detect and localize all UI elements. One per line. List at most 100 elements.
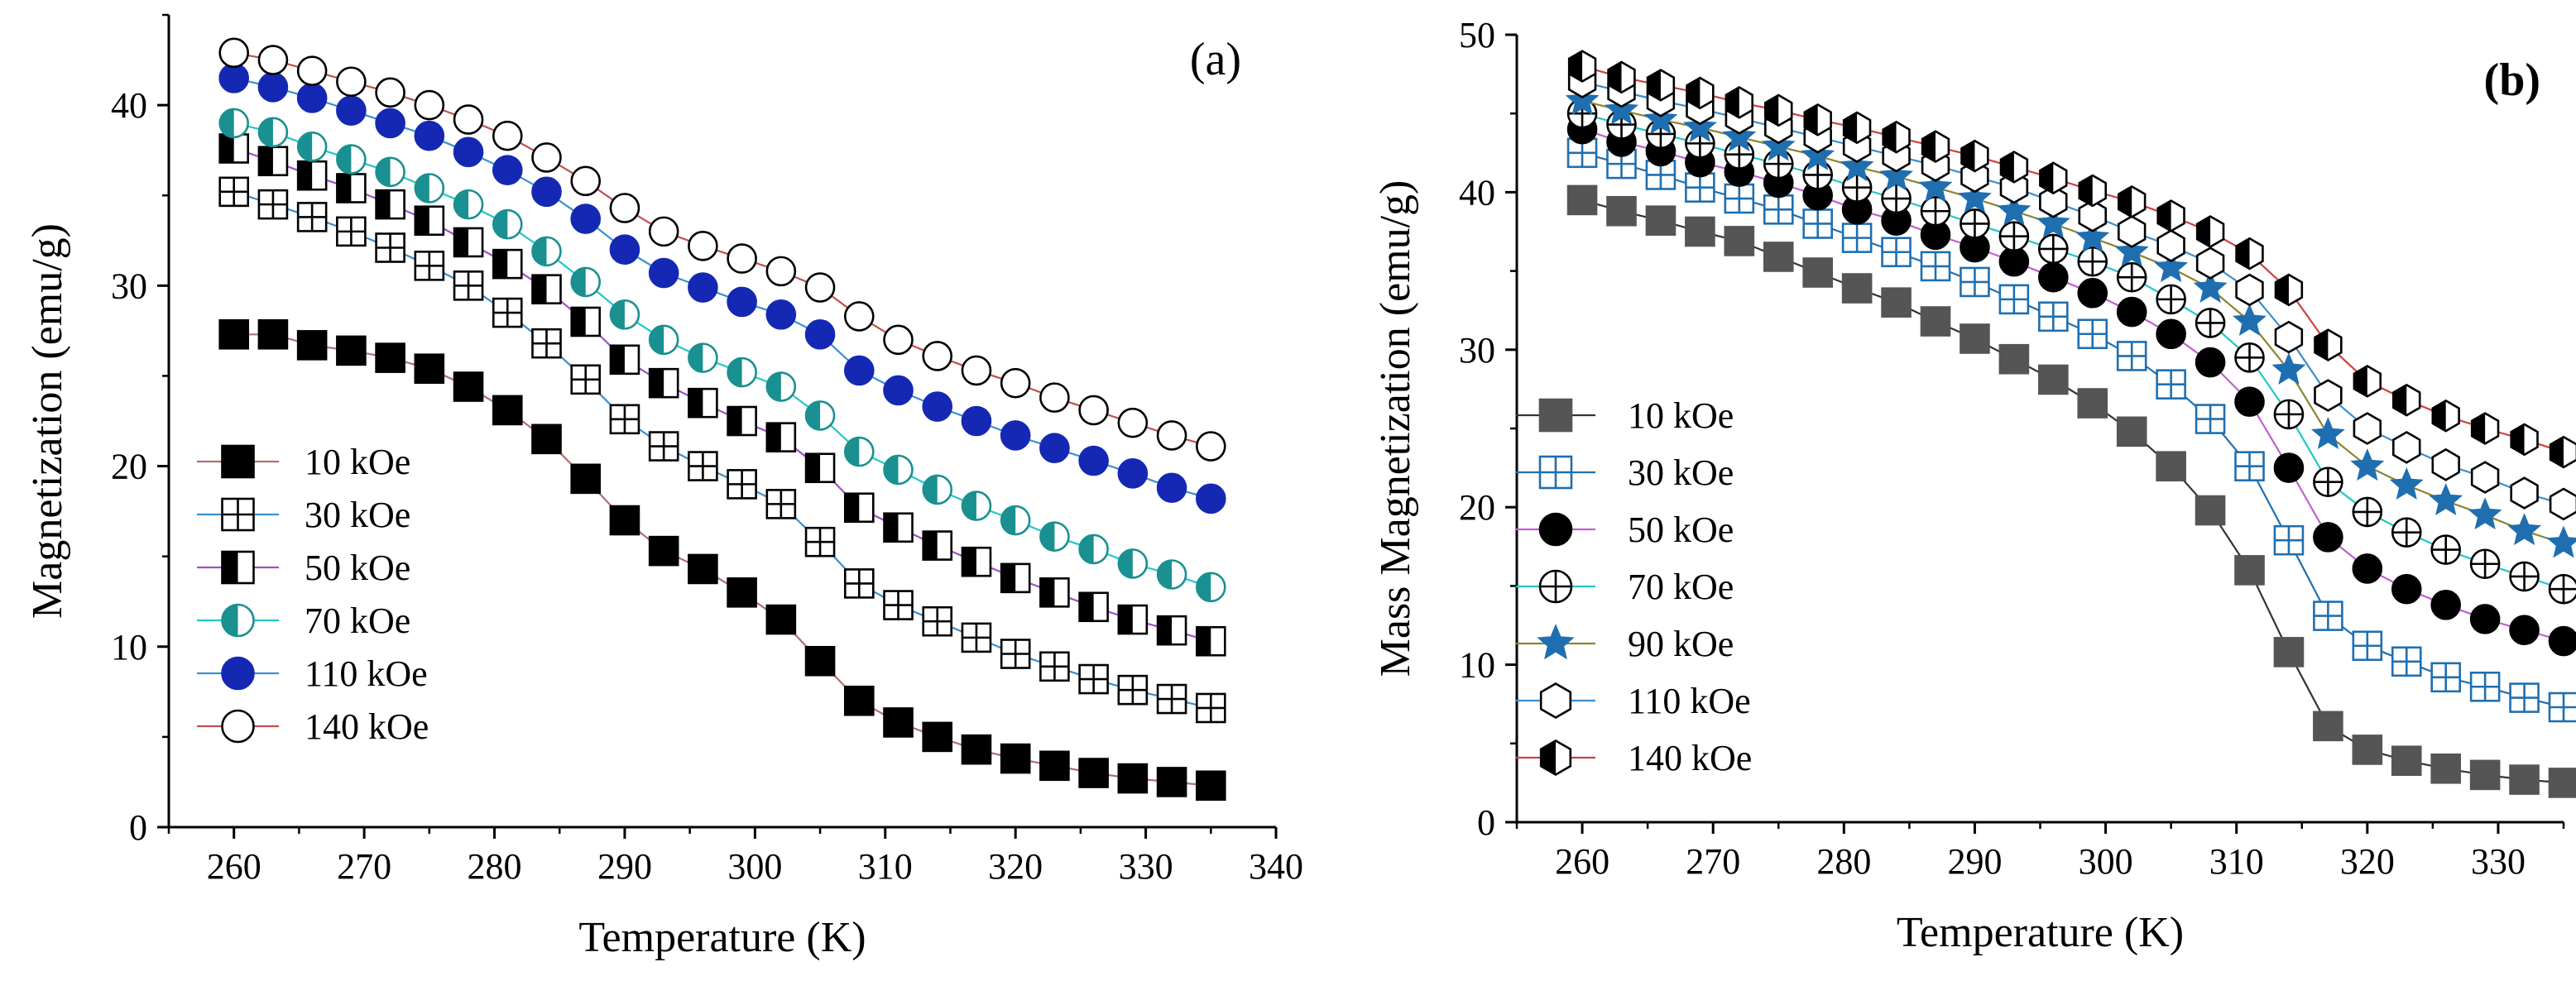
data-point bbox=[2114, 234, 2149, 267]
data-point bbox=[961, 622, 992, 653]
data-point bbox=[296, 83, 328, 113]
legend-marker bbox=[221, 656, 255, 691]
data-point bbox=[336, 95, 367, 126]
data-point bbox=[922, 605, 953, 637]
data-point bbox=[1078, 663, 1109, 695]
data-point bbox=[922, 721, 953, 753]
data-point bbox=[218, 108, 250, 139]
data-point bbox=[765, 371, 797, 402]
data-point bbox=[453, 227, 484, 258]
data-point bbox=[609, 344, 640, 376]
data-point bbox=[961, 355, 992, 386]
data-point bbox=[296, 55, 328, 86]
data-point bbox=[1000, 367, 1031, 399]
data-point bbox=[765, 299, 797, 330]
y-tick-label: 50 bbox=[1459, 15, 1495, 55]
data-point bbox=[1841, 172, 1873, 203]
y-tick-label: 0 bbox=[129, 807, 147, 848]
data-point bbox=[2391, 517, 2422, 548]
data-point bbox=[336, 173, 367, 203]
data-point bbox=[2546, 525, 2576, 558]
x-tick-label: 340 bbox=[1249, 846, 1303, 887]
legend-label: 140 kOe bbox=[305, 706, 429, 747]
data-point bbox=[570, 203, 602, 234]
data-point bbox=[1605, 92, 1638, 125]
data-point bbox=[2156, 451, 2186, 481]
data-point bbox=[1156, 615, 1187, 646]
data-point bbox=[492, 248, 523, 280]
data-point bbox=[2271, 352, 2306, 385]
legend-marker bbox=[221, 497, 255, 532]
legend-label: 30 kOe bbox=[305, 495, 410, 535]
data-point bbox=[2274, 320, 2304, 354]
data-point bbox=[1567, 50, 1597, 83]
data-point bbox=[2469, 548, 2501, 580]
series-10-koe bbox=[218, 318, 1226, 802]
series-110-koe bbox=[1567, 65, 2576, 521]
x-tick-label: 300 bbox=[727, 846, 782, 887]
data-point bbox=[453, 104, 484, 135]
data-point bbox=[2507, 513, 2542, 546]
data-point bbox=[2350, 448, 2385, 481]
data-point bbox=[2313, 711, 2343, 742]
series-70-koe bbox=[1566, 98, 2576, 605]
data-point bbox=[961, 734, 992, 765]
data-point bbox=[1156, 420, 1187, 451]
data-point bbox=[843, 685, 875, 716]
data-point bbox=[1078, 758, 1109, 788]
data-point bbox=[2038, 233, 2069, 265]
data-point bbox=[648, 324, 679, 356]
data-point bbox=[609, 234, 640, 265]
data-point bbox=[1801, 138, 1835, 170]
x-tick-label: 300 bbox=[2079, 841, 2133, 882]
legend-item: 50 kOe bbox=[197, 548, 410, 588]
data-point bbox=[336, 66, 367, 98]
data-point bbox=[765, 422, 797, 452]
data-point bbox=[414, 251, 445, 281]
data-point bbox=[1960, 266, 1990, 298]
data-point bbox=[2509, 561, 2540, 592]
legend-label: 10 kOe bbox=[305, 442, 410, 482]
legend-item: 30 kOe bbox=[1516, 452, 1734, 493]
data-point bbox=[218, 37, 250, 69]
data-point bbox=[648, 431, 679, 462]
data-point bbox=[648, 367, 679, 399]
data-point bbox=[531, 236, 562, 267]
data-point bbox=[843, 355, 875, 386]
data-point bbox=[1078, 534, 1109, 565]
data-point bbox=[2392, 383, 2421, 417]
data-point bbox=[2195, 495, 2226, 526]
data-point bbox=[843, 568, 875, 599]
data-point bbox=[1195, 692, 1226, 724]
data-point bbox=[1566, 184, 1598, 216]
x-tick-label: 310 bbox=[2209, 841, 2264, 882]
data-point bbox=[843, 492, 875, 524]
data-point bbox=[1957, 180, 1992, 213]
legend-marker bbox=[221, 709, 255, 744]
data-point bbox=[2310, 417, 2345, 449]
data-point bbox=[1606, 195, 1637, 227]
data-point bbox=[2352, 630, 2383, 662]
data-point bbox=[1764, 93, 1793, 127]
data-point bbox=[531, 142, 562, 173]
legend-item: 10 kOe bbox=[1516, 395, 1734, 436]
data-point bbox=[961, 546, 992, 577]
legend-item: 140 kOe bbox=[1516, 738, 1752, 778]
data-point bbox=[570, 306, 602, 337]
x-axis-title: Temperature (K) bbox=[1897, 909, 2184, 956]
data-point bbox=[1840, 149, 1874, 182]
data-point bbox=[1881, 237, 1912, 268]
data-point bbox=[2430, 589, 2461, 620]
data-point bbox=[804, 272, 836, 303]
data-point bbox=[2549, 487, 2576, 521]
data-point bbox=[257, 71, 289, 103]
data-point bbox=[492, 120, 523, 151]
data-point bbox=[1920, 195, 1951, 227]
data-point bbox=[2039, 161, 2068, 195]
data-point bbox=[2509, 764, 2540, 795]
data-point bbox=[1000, 505, 1031, 536]
series-line bbox=[233, 77, 1211, 500]
data-point bbox=[2391, 573, 2422, 605]
data-point bbox=[296, 202, 328, 232]
data-point bbox=[2195, 215, 2225, 248]
